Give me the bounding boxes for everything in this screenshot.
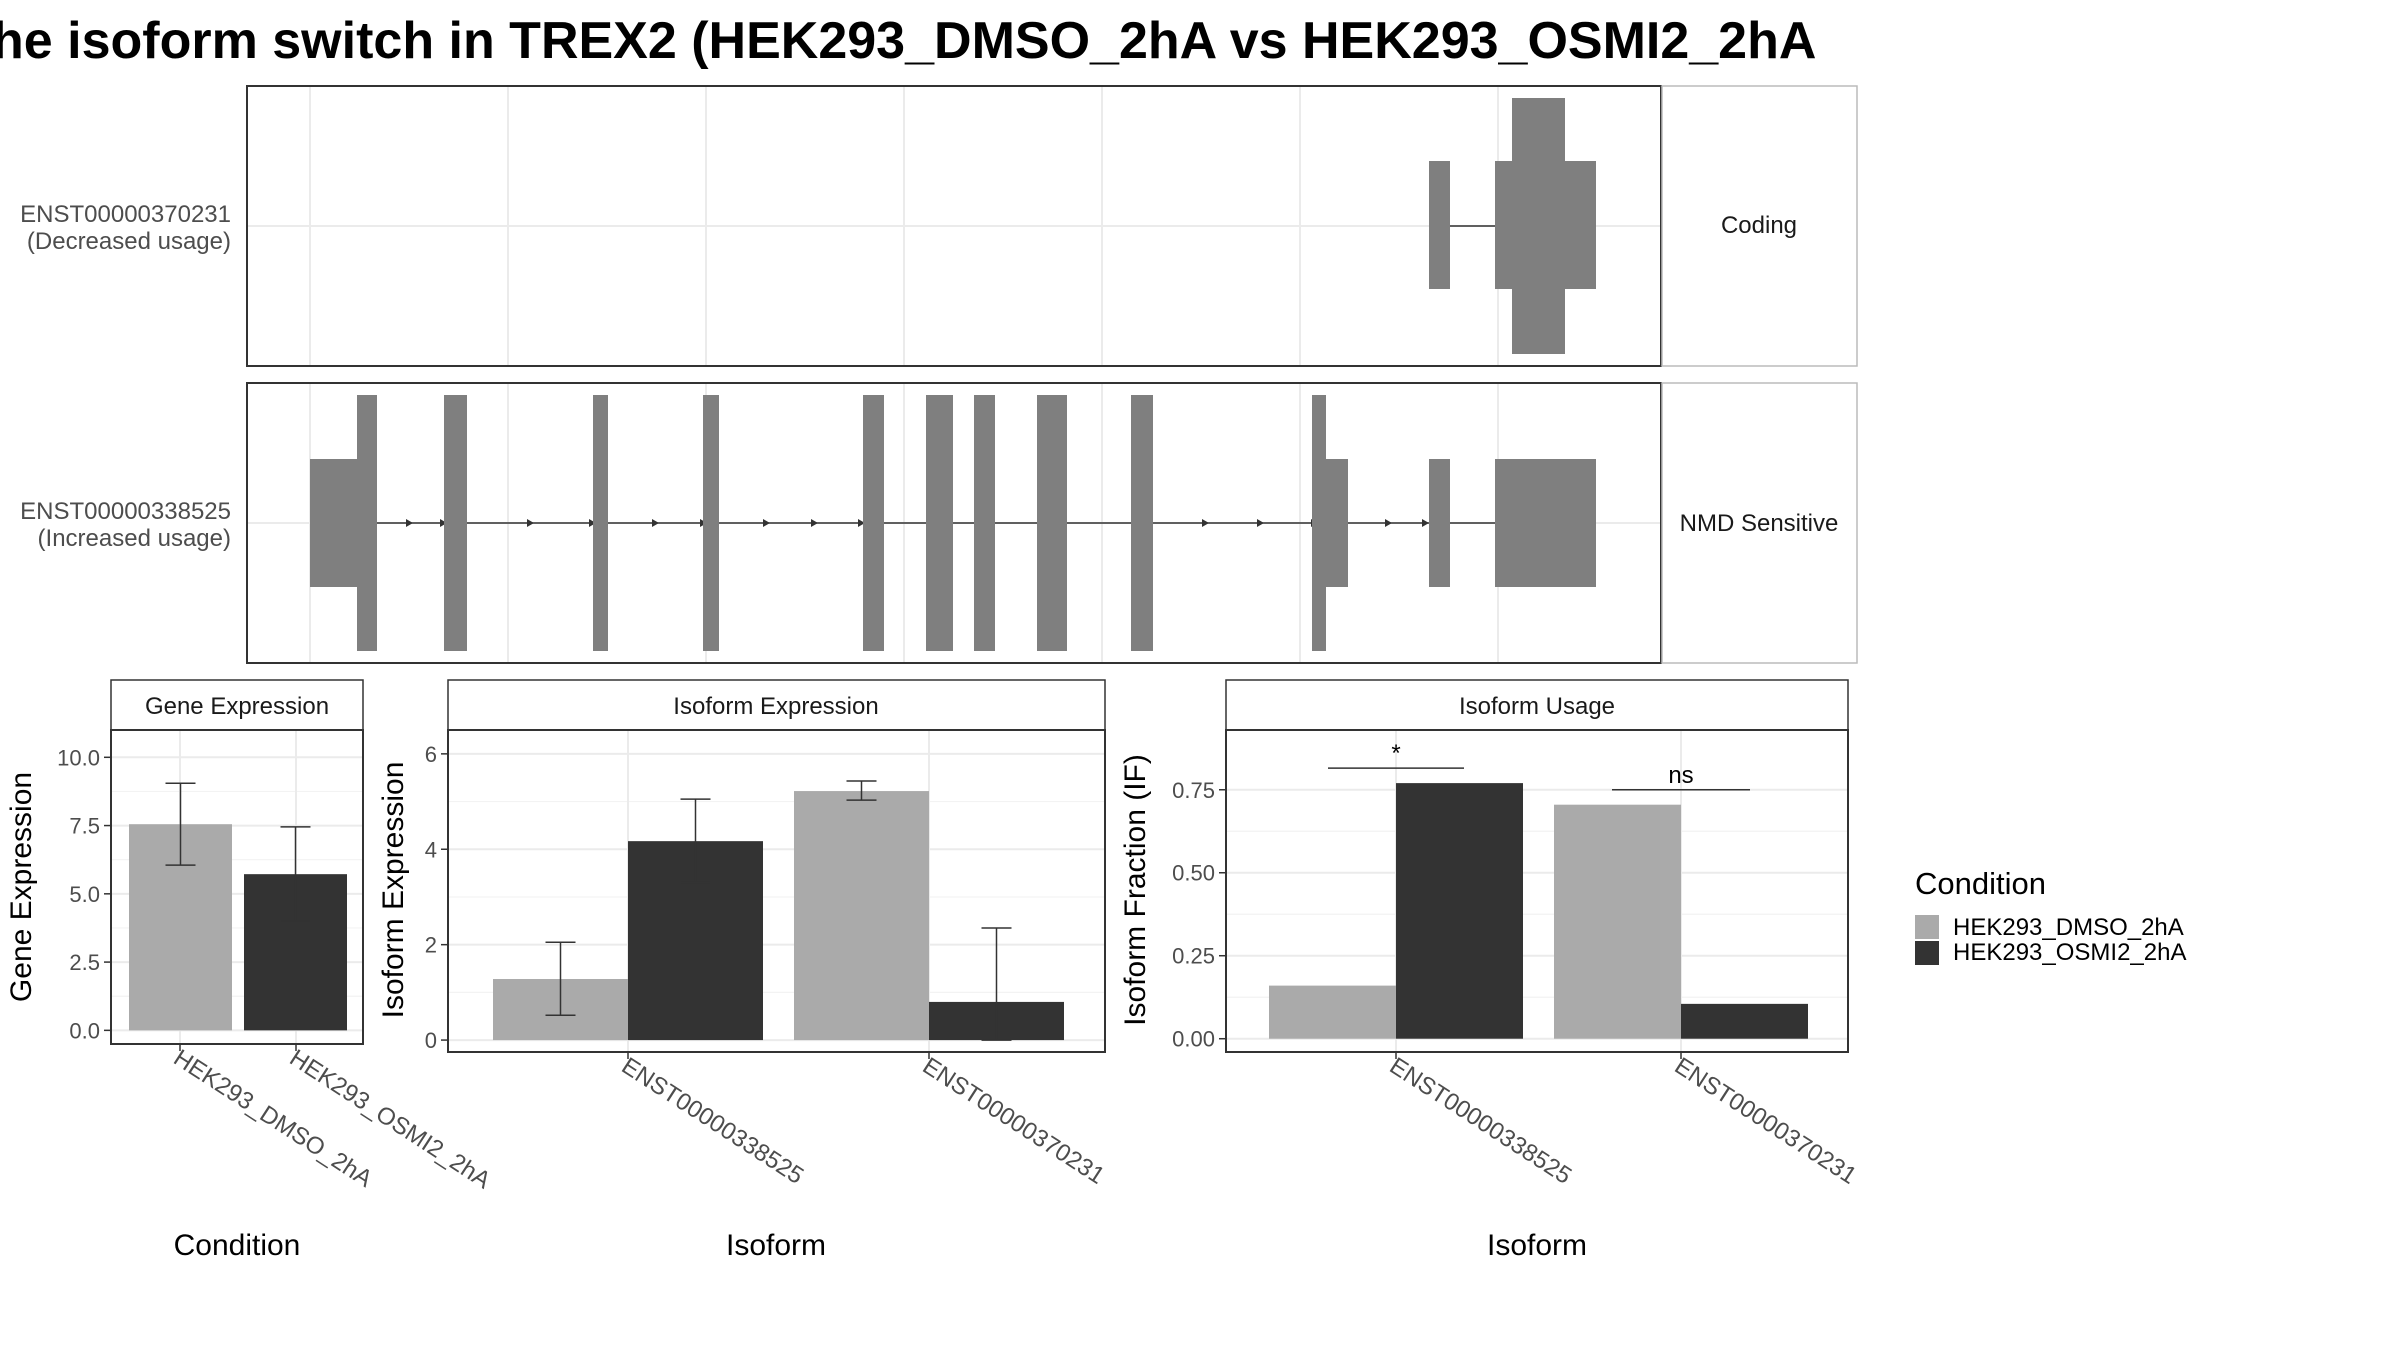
legend-label-dmso: HEK293_DMSO_2hA — [1953, 914, 2184, 941]
y-tick-label: 4 — [425, 837, 437, 862]
gene-expression-panel: Gene Expression 0.0 2.5 5.0 7.5 10.0 HEK293_… — [5, 679, 496, 1262]
isoform-expression-y-ticks: 0 2 4 6 — [425, 742, 448, 1053]
x-tick-label: ENST00000338525 — [1385, 1052, 1577, 1189]
legend-label-osmi2: HEK293_OSMI2_2hA — [1953, 939, 2186, 966]
y-tick-label: 0.0 — [69, 1018, 100, 1043]
x-tick-label: ENST00000338525 — [617, 1052, 809, 1189]
gene-expression-y-ticks: 0.0 2.5 5.0 7.5 10.0 — [57, 745, 111, 1043]
gene-expression-bars — [129, 782, 347, 1031]
track-2-name: ENST00000338525 — [20, 498, 231, 525]
track-1-gridlines — [248, 87, 1660, 365]
y-tick-label: 0.50 — [1172, 861, 1215, 886]
y-tick-label: 7.5 — [69, 814, 100, 839]
track-1-name: ENST00000370231 — [20, 201, 231, 228]
gene-expression-ylabel: Gene Expression — [5, 772, 38, 1002]
exons — [310, 395, 1596, 651]
significance-label: * — [1391, 740, 1400, 767]
bar — [1396, 783, 1523, 1039]
isoform-expression-xlabel: Isoform — [726, 1229, 826, 1262]
gene-expression-strip-label: Gene Expression — [145, 693, 329, 720]
isoform-usage-bars — [1269, 783, 1808, 1039]
exon — [1429, 161, 1450, 289]
y-tick-label: 6 — [425, 742, 437, 767]
x-tick-label: ENST00000370231 — [1670, 1052, 1862, 1189]
x-tick-label: HEK293_OSMI2_2hA — [285, 1044, 496, 1194]
x-tick-label: ENST00000370231 — [918, 1052, 1110, 1189]
isoform-usage-xlabel: Isoform — [1487, 1229, 1587, 1262]
figure-title: he isoform switch in TREX2 (HEK293_DMSO_… — [0, 12, 1816, 70]
track-2-usage: (Increased usage) — [38, 525, 231, 552]
y-tick-label: 0.00 — [1172, 1027, 1215, 1052]
isoform-expression-ylabel: Isoform Expression — [377, 762, 410, 1019]
legend-swatch-dmso — [1915, 915, 1939, 939]
bar — [1681, 1003, 1808, 1039]
transcript-track-2: NMD Sensitive ENST00000338525 (Increased… — [20, 382, 1858, 664]
significance-label: ns — [1668, 762, 1693, 789]
gene-expression-xlabel: Condition — [174, 1229, 301, 1262]
track-1-category: Coding — [1721, 212, 1797, 239]
legend: Condition HEK293_DMSO_2hA HEK293_OSMI2_2… — [1915, 866, 2186, 966]
y-tick-label: 2 — [425, 933, 437, 958]
isoform-expression-bars — [493, 780, 1064, 1041]
x-tick-label: HEK293_DMSO_2hA — [169, 1044, 377, 1192]
isoform-expression-x-ticks: ENST00000338525 ENST00000370231 — [617, 1052, 1110, 1190]
bar — [1269, 985, 1396, 1039]
y-tick-label: 10.0 — [57, 745, 100, 770]
y-tick-label: 0.75 — [1172, 778, 1215, 803]
isoform-usage-y-ticks: 0.00 0.25 0.50 0.75 — [1172, 778, 1226, 1052]
track-1-strip — [1661, 85, 1858, 367]
y-tick-label: 5.0 — [69, 882, 100, 907]
legend-title: Condition — [1915, 866, 2046, 901]
track-2-strip — [1661, 382, 1858, 664]
isoform-usage-strip — [1225, 679, 1849, 731]
isoform-usage-significance: * ns — [1328, 740, 1750, 791]
isoform-usage-strip-label: Isoform Usage — [1459, 693, 1615, 720]
exon-cds — [1512, 98, 1565, 354]
bar — [794, 791, 929, 1041]
isoform-usage-panel: Isoform Usage * ns 0.00 0.25 0.50 0.75 ENST0… — [1119, 679, 1862, 1262]
isoform-usage-ylabel: Isoform Fraction (IF) — [1119, 754, 1152, 1026]
isoform-expression-strip-label: Isoform Expression — [673, 693, 878, 720]
y-tick-label: 2.5 — [69, 950, 100, 975]
transcript-track-1: Coding ENST00000370231 (Decreased usage) — [20, 85, 1858, 367]
isoform-expression-strip — [447, 679, 1106, 731]
y-tick-label: 0.25 — [1172, 944, 1215, 969]
track-2-category: NMD Sensitive — [1680, 510, 1839, 537]
bar — [1554, 804, 1681, 1039]
track-1-usage: (Decreased usage) — [27, 228, 231, 255]
legend-swatch-osmi2 — [1915, 941, 1939, 965]
isoform-usage-x-ticks: ENST00000338525 ENST00000370231 — [1385, 1052, 1862, 1190]
gene-expression-strip — [110, 679, 364, 731]
y-tick-label: 0 — [425, 1028, 437, 1053]
